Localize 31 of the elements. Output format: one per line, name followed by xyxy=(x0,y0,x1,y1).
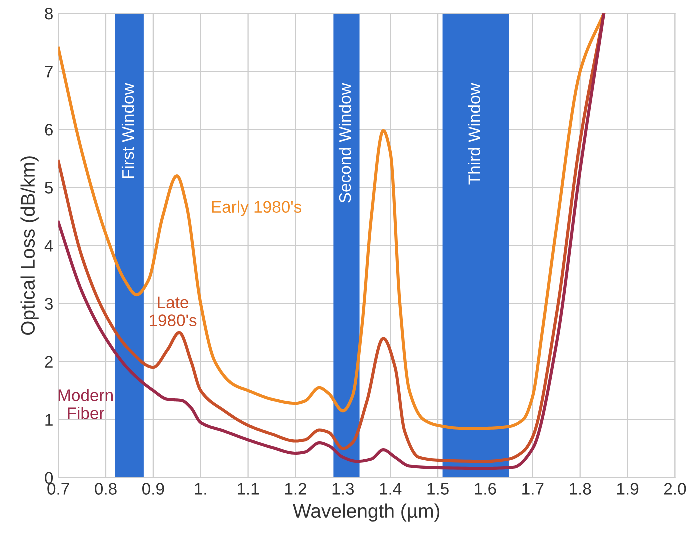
y-tick-label: 2 xyxy=(45,356,53,368)
x-tick-label: 0.8 xyxy=(95,483,117,495)
band-label: Second Window xyxy=(338,83,352,203)
x-tick-label: 1.7 xyxy=(522,483,544,495)
x-tick-label: 0.9 xyxy=(142,483,164,495)
band-label: First Window xyxy=(122,83,134,178)
y-axis-title: Optical Loss (dB/km) xyxy=(20,156,39,336)
x-tick-label: 1.8 xyxy=(570,483,592,495)
x-tick-label: 1.5 xyxy=(428,483,449,495)
y-tick-label: 5 xyxy=(45,182,54,194)
x-tick-label: 1.9 xyxy=(617,483,639,495)
x-tick-label: 1.2 xyxy=(285,483,306,495)
y-tick-label: 7 xyxy=(45,66,53,78)
x-tick-label: 0.7 xyxy=(48,483,70,495)
y-tick-label: 6 xyxy=(45,124,53,136)
y-tick-label: 3 xyxy=(45,298,53,310)
series-label: Modern Fiber xyxy=(58,389,113,420)
x-tick-label: 1.6 xyxy=(475,483,496,495)
y-tick-label: 4 xyxy=(44,240,54,252)
series-label: Early 1980's xyxy=(212,200,302,216)
x-tick-label: 1.3 xyxy=(332,483,354,495)
y-tick-label: 0 xyxy=(45,472,54,484)
x-tick-label: 1.4 xyxy=(380,483,402,495)
x-axis-title: Wavelength (µm) xyxy=(293,504,440,522)
y-tick-label: 8 xyxy=(45,8,53,20)
x-tick-label: 2.0 xyxy=(664,483,686,495)
x-tick-label: 1. xyxy=(195,483,206,495)
series-label: Late 1980's xyxy=(150,296,197,326)
y-tick-label: 1 xyxy=(46,414,53,426)
band-label: Third Window xyxy=(468,83,480,185)
x-tick-label: 1.1 xyxy=(238,483,260,495)
